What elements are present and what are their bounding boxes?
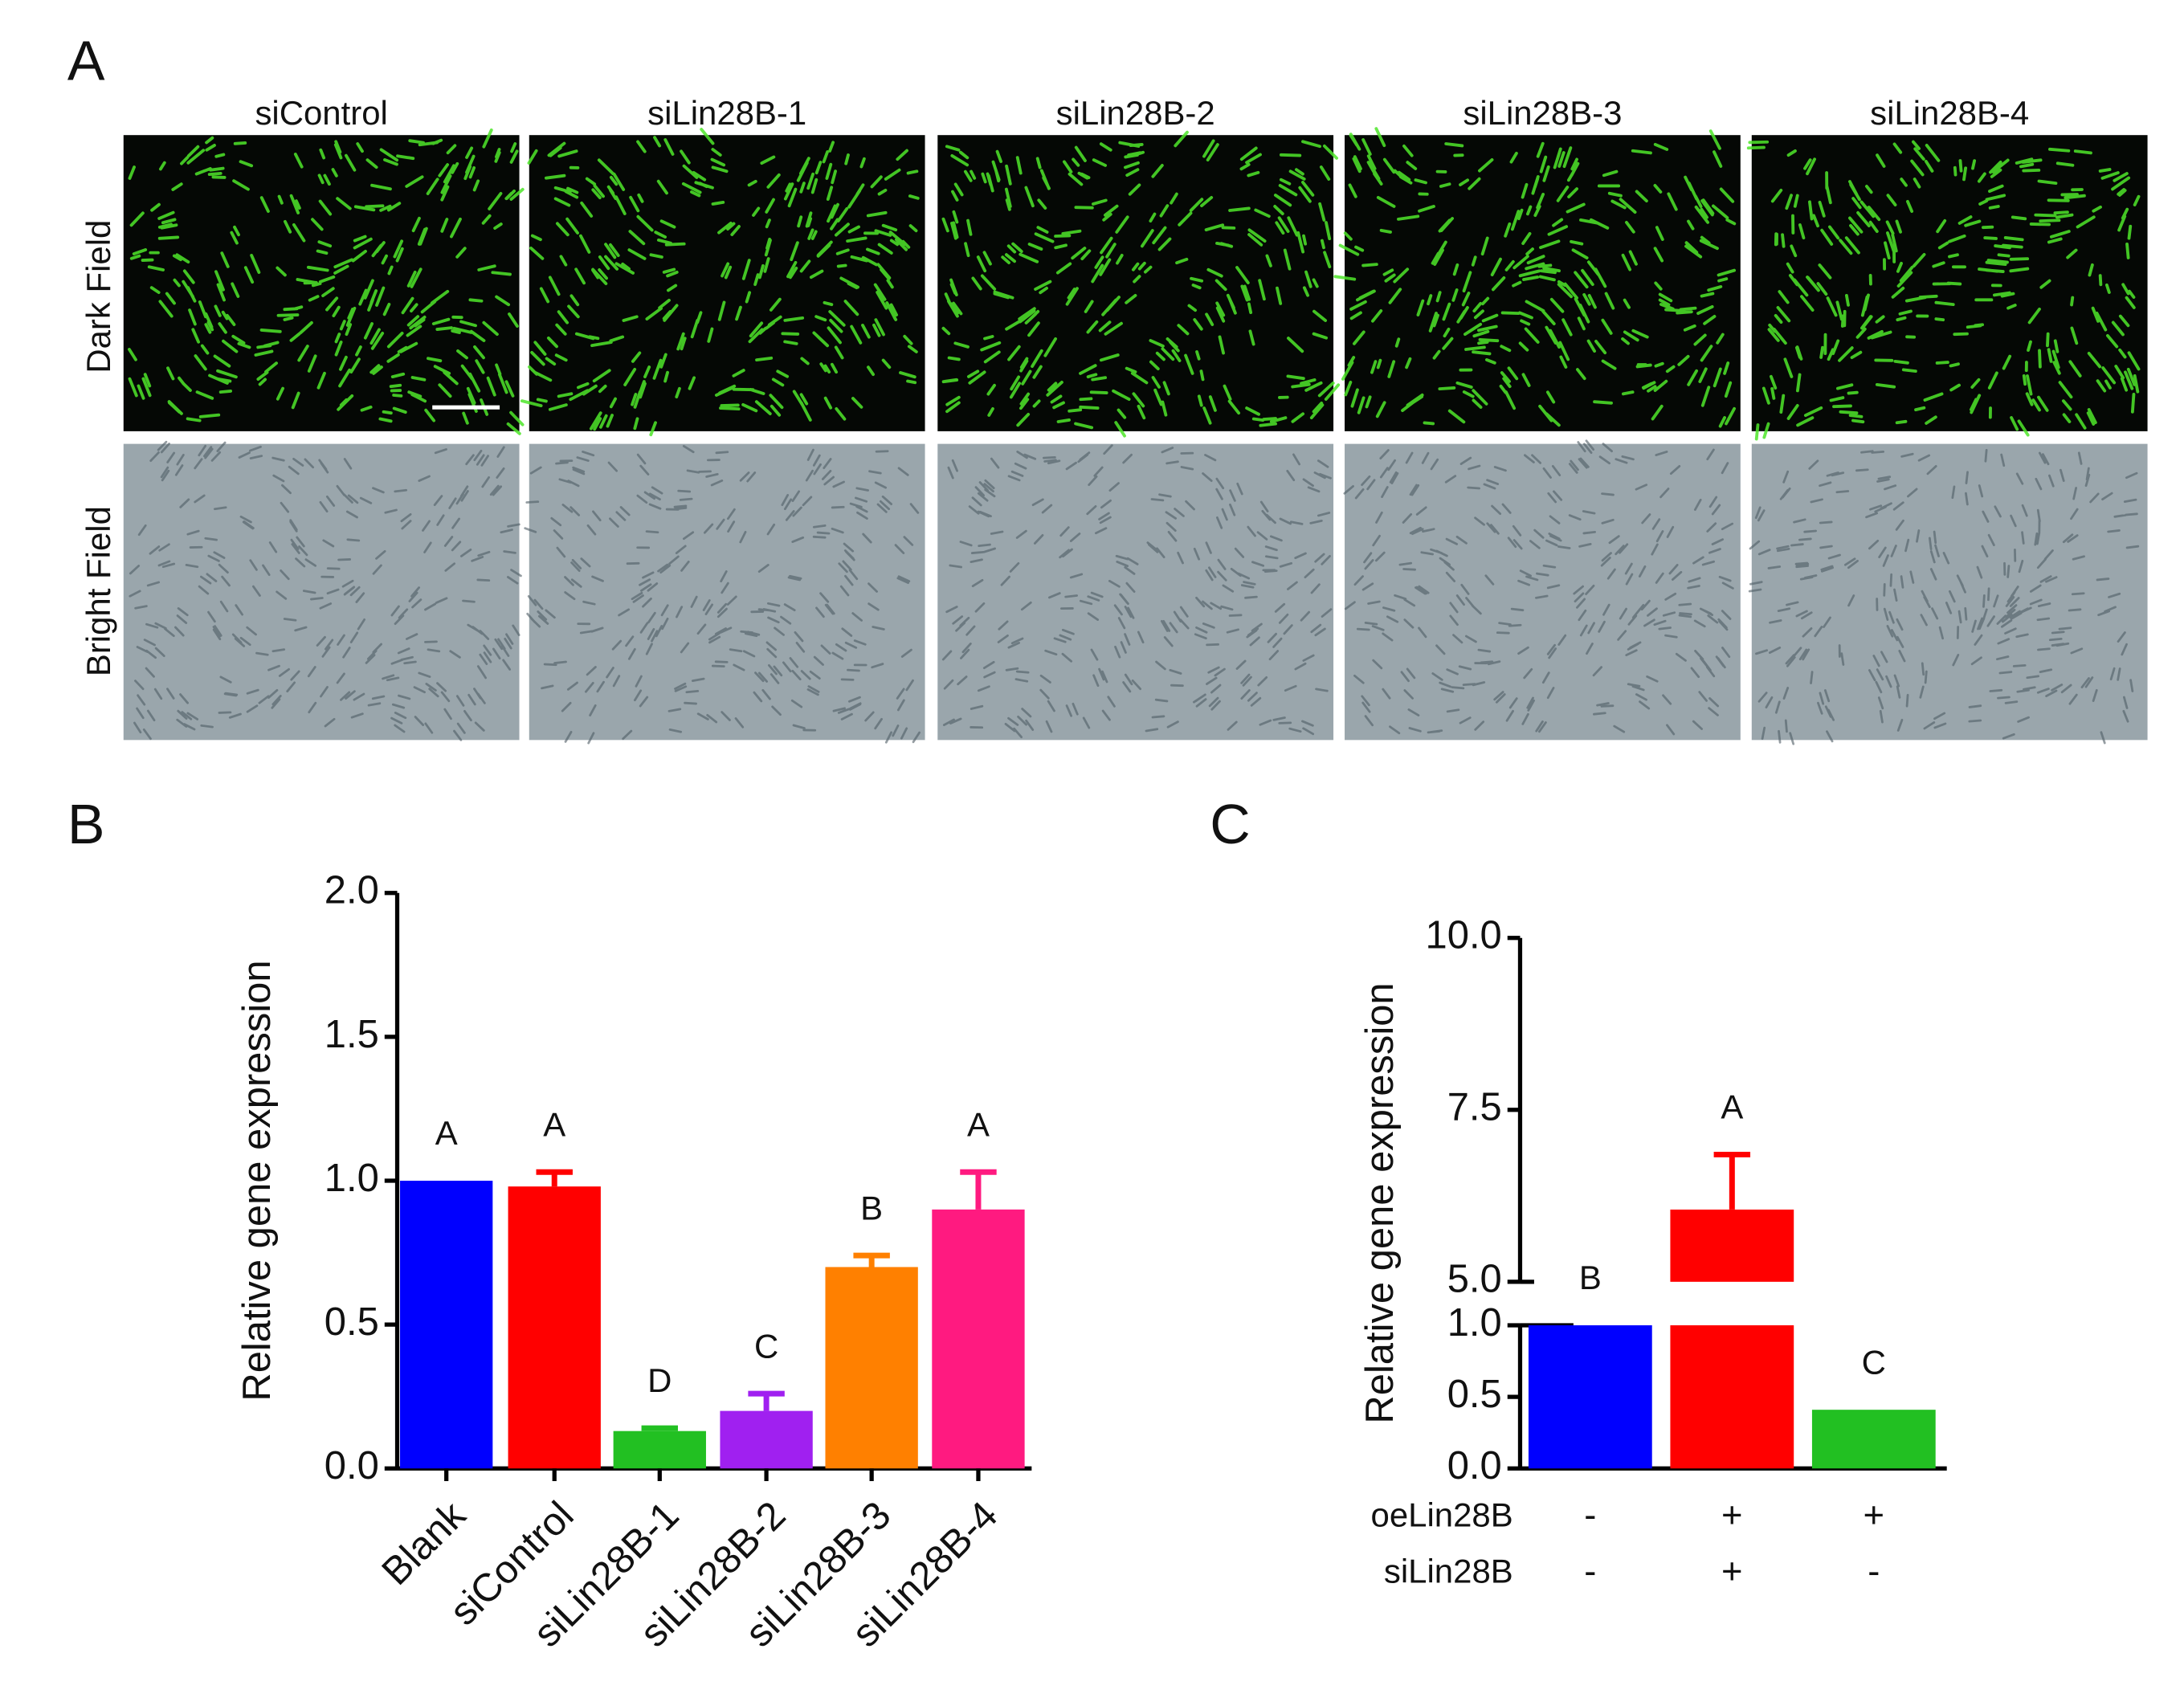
column-label: siLin28B-2 <box>1056 94 1215 132</box>
bar <box>613 1431 706 1469</box>
bright-field-image <box>1345 443 1741 741</box>
y-tick-label: 10.0 <box>1426 914 1502 957</box>
cells <box>1748 448 2140 745</box>
bar <box>400 1181 493 1469</box>
row-label: Bright Field <box>80 506 117 676</box>
significance-label: C <box>754 1327 778 1365</box>
cells <box>1333 127 1737 428</box>
bar <box>720 1410 813 1469</box>
condition-value: - <box>1584 1550 1596 1591</box>
panel-label: C <box>1210 793 1250 855</box>
cells <box>941 444 1333 739</box>
condition-value: + <box>1721 1494 1743 1535</box>
bar <box>1670 1325 1794 1469</box>
condition-value: - <box>1868 1550 1880 1591</box>
cells <box>941 130 1341 438</box>
bar <box>932 1209 1025 1469</box>
y-tick-label: 5.0 <box>1447 1258 1502 1301</box>
column-label: siLin28B-3 <box>1463 94 1622 132</box>
condition-name: siLin28B <box>1384 1552 1513 1590</box>
panel-label: B <box>67 793 105 855</box>
y-tick-label: 0.5 <box>325 1300 379 1344</box>
bar <box>825 1267 918 1469</box>
error-bar <box>536 1169 573 1187</box>
error-bar <box>748 1390 785 1411</box>
condition-value: + <box>1721 1550 1743 1591</box>
error-bar <box>1713 1151 1751 1210</box>
column-label: siLin28B-1 <box>647 94 806 132</box>
cells <box>128 128 525 435</box>
bar <box>1811 1410 1936 1469</box>
y-tick-label: 0.5 <box>1447 1373 1502 1416</box>
cells <box>1746 140 2141 441</box>
condition-value: - <box>1584 1494 1596 1535</box>
y-tick-label: 1.0 <box>1447 1301 1502 1345</box>
bar <box>1528 1325 1652 1469</box>
y-tick-label: 7.5 <box>1447 1086 1502 1129</box>
bar <box>1670 1209 1794 1282</box>
y-tick-label: 1.0 <box>325 1157 379 1200</box>
y-axis-label: Relative gene expression <box>1358 982 1402 1423</box>
y-tick-label: 0.0 <box>325 1444 379 1488</box>
panel-label: A <box>67 29 105 92</box>
cells <box>129 440 522 741</box>
column-label: siControl <box>255 94 387 132</box>
micrographs <box>123 127 2148 745</box>
error-bar <box>853 1252 890 1267</box>
condition-name: oeLin28B <box>1371 1496 1513 1533</box>
dark-field-image <box>937 135 1334 431</box>
bar <box>508 1186 601 1469</box>
cells <box>1343 439 1734 736</box>
column-label: siLin28B-4 <box>1870 94 2029 132</box>
significance-label: B <box>860 1189 883 1226</box>
significance-label: C <box>1862 1343 1886 1381</box>
cells <box>524 445 921 745</box>
significance-label: A <box>543 1105 565 1143</box>
row-label: Dark Field <box>80 220 117 373</box>
bright-field-image <box>123 443 520 741</box>
bright-field-image <box>529 443 925 741</box>
significance-label: A <box>1721 1088 1743 1126</box>
y-tick-label: 1.5 <box>325 1013 379 1056</box>
condition-value: + <box>1864 1494 1885 1535</box>
significance-label: A <box>967 1105 990 1143</box>
bright-field-image <box>937 443 1334 741</box>
y-axis-label: Relative gene expression <box>235 960 279 1401</box>
cells <box>520 128 920 437</box>
significance-label: A <box>435 1114 458 1152</box>
significance-label: D <box>647 1361 672 1399</box>
y-tick-label: 2.0 <box>325 869 379 912</box>
error-bar <box>960 1169 997 1210</box>
y-tick-label: 0.0 <box>1447 1444 1502 1488</box>
significance-label: B <box>1579 1259 1602 1296</box>
error-bar <box>641 1425 679 1431</box>
